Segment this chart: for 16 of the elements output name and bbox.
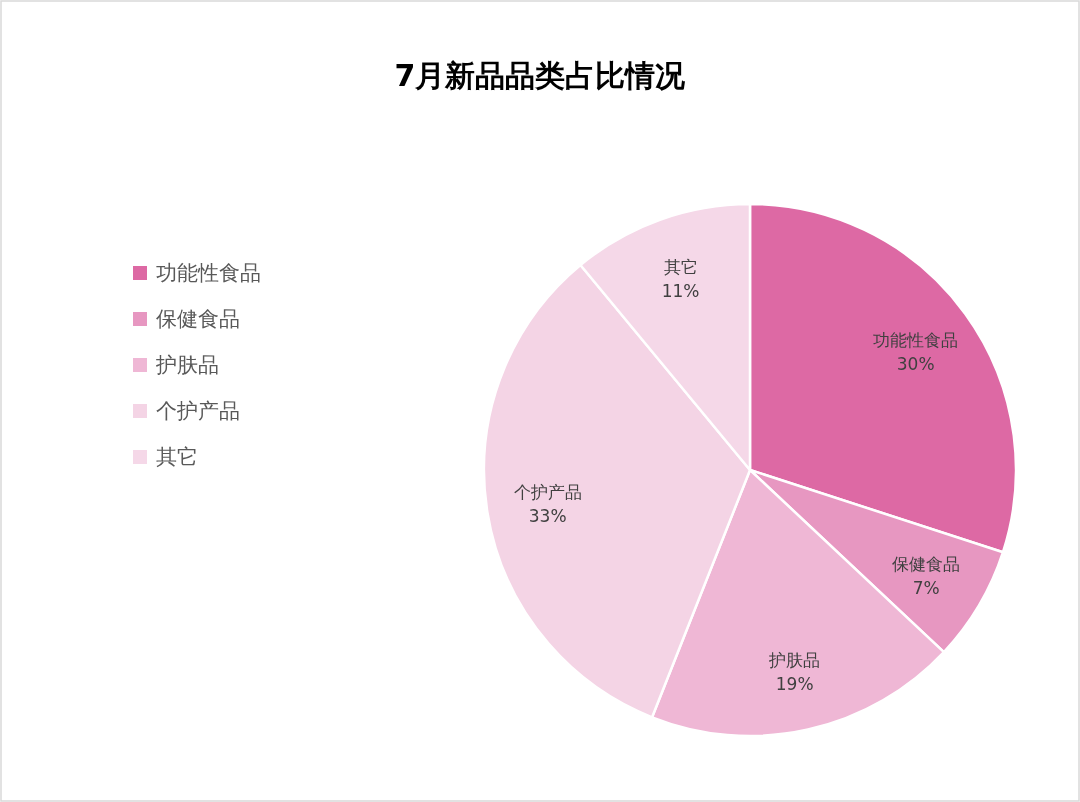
slice-label: 其它	[663, 257, 698, 278]
data-label: 7%	[912, 578, 940, 599]
legend-label: 个护产品	[156, 399, 240, 423]
data-label: 19%	[775, 673, 814, 694]
legend-label: 护肤品	[155, 353, 219, 377]
slice-label: 护肤品	[768, 649, 821, 670]
legend-label: 其它	[156, 445, 198, 469]
data-label: 11%	[661, 281, 700, 302]
legend-label: 功能性食品	[156, 261, 261, 285]
data-label: 30%	[896, 353, 935, 374]
slice-label: 个护产品	[513, 482, 582, 503]
slice-label: 功能性食品	[873, 329, 959, 350]
data-label: 33%	[528, 506, 567, 527]
chart-title: 7月新品品类占比情况	[394, 58, 687, 93]
legend-label: 保健食品	[156, 307, 240, 331]
slice-label: 保健食品	[892, 554, 961, 575]
